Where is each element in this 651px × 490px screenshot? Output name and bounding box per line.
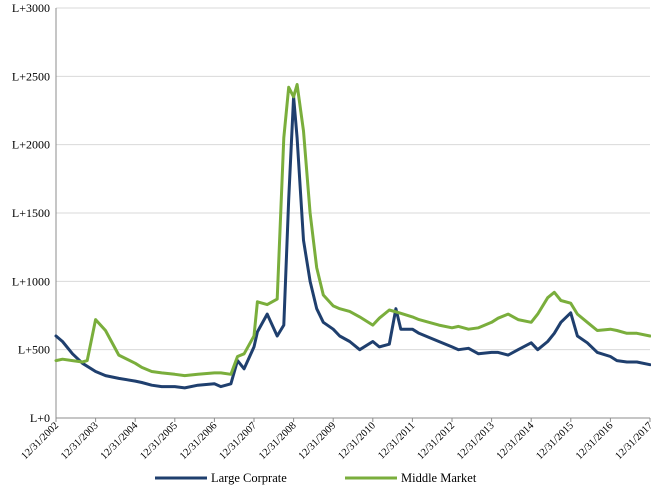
legend: Large Corprate Middle Market xyxy=(155,471,477,485)
y-tick-label: L+1000 xyxy=(12,274,50,288)
y-tick-label: L+3000 xyxy=(12,1,50,15)
x-tick-label: 12/31/2004 xyxy=(99,420,141,462)
y-tick-labels: L+0 L+500 L+1000 L+1500 L+2000 L+2500 L+3000 xyxy=(12,1,50,425)
series-lines xyxy=(54,83,651,390)
x-tick-labels: 12/31/200212/31/200312/31/200412/31/2005… xyxy=(20,418,651,462)
x-tick-label: 12/31/2009 xyxy=(297,420,339,462)
x-tick-label: 12/31/2007 xyxy=(218,420,260,462)
legend-label: Large Corprate xyxy=(211,471,287,485)
y-tick-label: L+2500 xyxy=(12,69,50,83)
x-tick-label: 12/31/2012 xyxy=(416,420,458,462)
axes xyxy=(55,8,650,419)
x-tick-label: 12/31/2015 xyxy=(534,420,576,462)
y-tick-label: L+1500 xyxy=(12,206,50,220)
x-tick-label: 12/31/2011 xyxy=(376,420,417,461)
y-tick-label: L+500 xyxy=(18,343,50,357)
legend-label: Middle Market xyxy=(401,471,477,485)
x-tick-label: 12/31/2017 xyxy=(614,420,651,462)
x-tick-label: 12/31/2005 xyxy=(138,420,180,462)
x-tick-label: 12/31/2003 xyxy=(59,420,101,462)
y-tick-label: L+2000 xyxy=(12,138,50,152)
x-tick-label: 12/31/2013 xyxy=(455,420,497,462)
x-tick-label: 12/31/2014 xyxy=(495,420,537,462)
x-tick-label: 12/31/2006 xyxy=(178,420,220,462)
x-tick-label: 12/31/2002 xyxy=(20,420,62,462)
y-tick-label: L+0 xyxy=(30,411,50,425)
x-tick-label: 12/31/2010 xyxy=(336,420,378,462)
grid-lines xyxy=(56,7,650,351)
series-line-large-corprate xyxy=(54,95,651,390)
series-line-middle-market xyxy=(54,83,651,378)
x-tick-label: 12/31/2016 xyxy=(574,420,616,462)
x-tick-label: 12/31/2008 xyxy=(257,420,299,462)
